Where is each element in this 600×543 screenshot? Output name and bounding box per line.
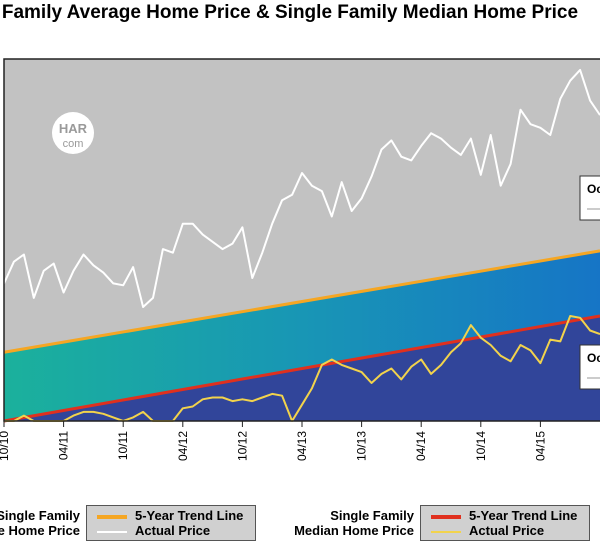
x-tick-label: 04/11 [57,431,71,460]
chart-title: e Family Average Home Price & Single Fam… [0,2,579,23]
x-tick-label: 10/13 [355,431,369,461]
x-tick-label: 10/11 [116,431,130,460]
har-logo-icon [52,112,94,154]
x-tick-label: 04/15 [533,431,547,461]
legend-left-label-line2: e Home Price [0,523,80,538]
x-tick-label: 10/10 [0,431,11,461]
legend-right-actual-label: Actual Price [469,523,545,538]
average-actual-price-line [3,68,600,308]
legend-left-label-line1: Single Family [0,508,80,523]
x-tick-label: 04/13 [295,431,309,461]
legend-left-label: Single Family e Home Price [0,508,80,538]
callout-text: Oc [587,351,600,365]
x-tick-label: 04/12 [176,431,190,461]
x-tick-label: 10/14 [474,431,488,461]
legend-left-trend: 5-Year Trend Line [97,508,243,524]
legend-left-actual-label: Actual Price [135,523,211,538]
legend-right-trend: 5-Year Trend Line [431,508,577,524]
legend-right-trend-swatch [431,514,461,519]
average-trend-band [4,250,600,421]
median-actual-price-line [4,315,600,422]
logo-text: HAR [59,121,88,136]
average-trend-line [3,249,600,354]
legend-right-actual-swatch [431,530,461,533]
legend-right-box: 5-Year Trend Line Actual Price [420,505,590,541]
legend-right-label-line2: Median Home Price [294,523,414,538]
x-tick-label: 10/12 [235,431,249,461]
plot-frame [3,58,600,422]
legend-left-trend-label: 5-Year Trend Line [135,508,244,523]
x-tick-label: 04/14 [414,431,428,461]
legend-right-trend-label: 5-Year Trend Line [469,508,578,523]
legend-right-label: Single Family Median Home Price [283,508,414,538]
legend-left-actual: Actual Price [97,523,210,539]
legend-left-trend-swatch [97,514,127,519]
median-trend-line [3,314,600,423]
logo-subtext: com [63,138,84,150]
legend-right-actual: Actual Price [431,523,544,539]
legend-left-actual-swatch [97,530,127,533]
legend-left-box: 5-Year Trend Line Actual Price [86,505,256,541]
callout-text: Oc [587,182,600,196]
legend-right-label-line1: Single Family [330,508,414,523]
